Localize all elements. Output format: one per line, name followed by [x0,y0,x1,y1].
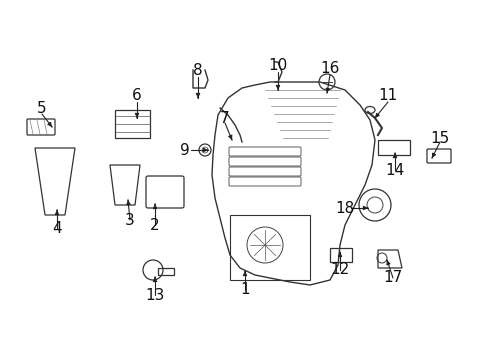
Text: 2: 2 [150,217,160,233]
Text: 10: 10 [268,58,287,72]
Text: 17: 17 [383,270,402,285]
Text: 1: 1 [240,283,249,297]
Text: 4: 4 [52,220,61,235]
Text: 8: 8 [193,63,203,77]
Bar [158,268,174,275]
Text: 7: 7 [220,111,229,126]
Text: 18: 18 [335,201,354,216]
Text: 16: 16 [320,60,339,76]
Text: 3: 3 [125,212,135,228]
Text: 5: 5 [37,100,47,116]
Text: 12: 12 [330,262,349,278]
Text: 6: 6 [132,87,142,103]
Text: 14: 14 [385,162,404,177]
Text: 13: 13 [145,288,164,302]
Text: 9: 9 [180,143,189,158]
Text: 11: 11 [378,87,397,103]
Text: 15: 15 [429,131,448,145]
